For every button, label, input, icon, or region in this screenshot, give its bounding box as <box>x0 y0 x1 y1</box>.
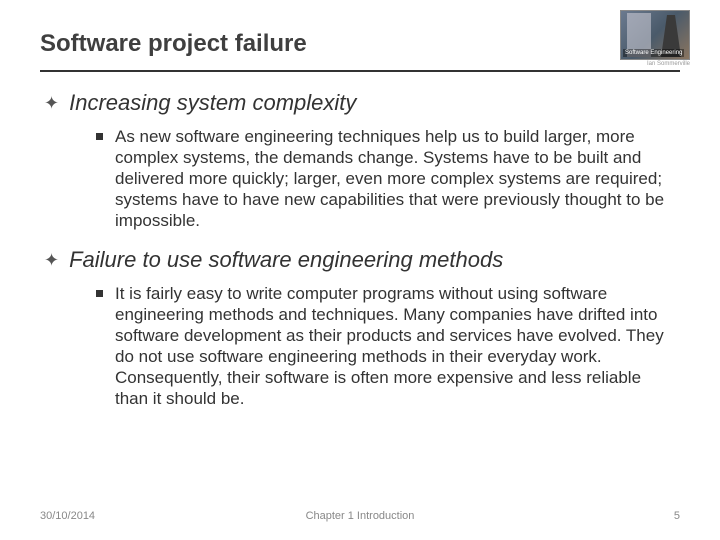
square-icon <box>96 133 103 140</box>
main-bullet: ✦ Increasing system complexity <box>44 90 676 116</box>
sub-bullet: As new software engineering techniques h… <box>96 126 666 231</box>
footer-date: 30/10/2014 <box>40 510 95 522</box>
sub-bullet-text: It is fairly easy to write computer prog… <box>115 283 666 409</box>
logo-label: Software Engineering <box>623 49 684 57</box>
book-cover-icon: Software Engineering <box>620 10 690 60</box>
square-icon <box>96 290 103 297</box>
slide: Software project failure Software Engine… <box>0 0 720 540</box>
main-bullet: ✦ Failure to use software engineering me… <box>44 247 676 273</box>
sub-bullet-text: As new software engineering techniques h… <box>115 126 666 231</box>
book-logo: Software Engineering Ian Sommerville <box>620 10 690 70</box>
slide-header: Software project failure Software Engine… <box>0 0 720 70</box>
main-bullet-text: Failure to use software engineering meth… <box>69 247 503 273</box>
footer-page-number: 5 <box>674 510 680 522</box>
diamond-icon: ✦ <box>44 90 59 116</box>
logo-author: Ian Sommerville <box>620 61 690 67</box>
main-bullet-text: Increasing system complexity <box>69 90 356 116</box>
footer-chapter: Chapter 1 Introduction <box>0 510 720 522</box>
slide-footer: 30/10/2014 Chapter 1 Introduction 5 <box>0 510 720 522</box>
diamond-icon: ✦ <box>44 247 59 273</box>
slide-title: Software project failure <box>40 30 680 58</box>
sub-bullet: It is fairly easy to write computer prog… <box>96 283 666 409</box>
slide-content: ✦ Increasing system complexity As new so… <box>0 72 720 409</box>
